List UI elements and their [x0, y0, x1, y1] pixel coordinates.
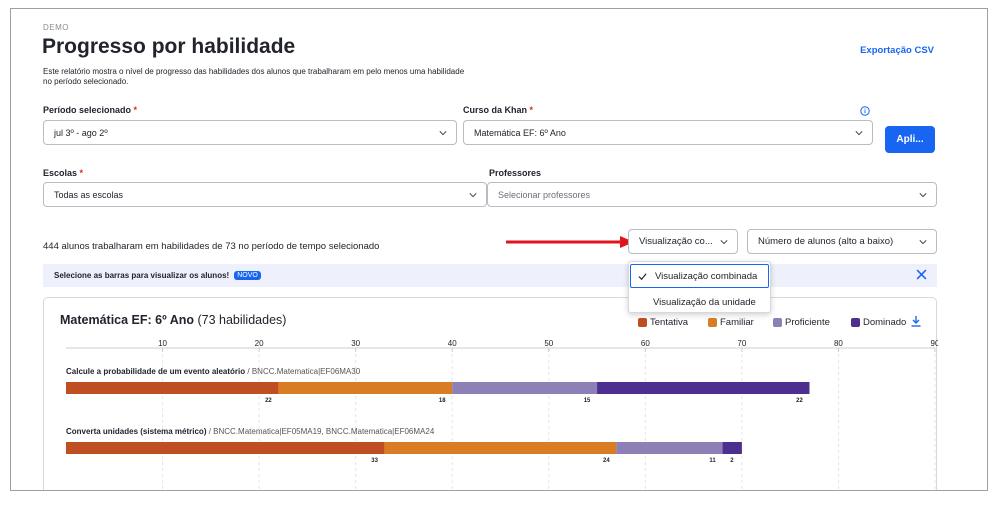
period-label: Período selecionado * [43, 105, 138, 115]
dropdown-option-unit[interactable]: Visualização da unidade [653, 296, 756, 308]
x-tick-label: 20 [255, 339, 264, 348]
teachers-label: Professores [489, 168, 542, 178]
x-tick-label: 90 [931, 339, 938, 348]
bar-segment-tentativa[interactable] [66, 442, 385, 454]
skills-progress-chart: 10 20 30 40 50 60 70 80 90 Calcule a probabilidad… [66, 339, 938, 490]
legend-item-dominado[interactable]: Dominado [851, 317, 906, 328]
bar-value-label: 33 [371, 458, 378, 464]
bar-segment-proficiente[interactable] [616, 442, 723, 454]
close-icon[interactable] [916, 269, 927, 280]
download-icon[interactable] [910, 315, 922, 327]
bar-segment-familiar[interactable] [384, 442, 617, 454]
bar-value-label: 18 [439, 398, 446, 404]
sort-select[interactable]: Número de alunos (alto a baixo) [747, 229, 937, 254]
x-tick-label: 50 [544, 339, 553, 348]
export-csv-link[interactable]: Exportação CSV [860, 45, 934, 56]
chevron-down-icon [919, 193, 927, 198]
summary-text: 444 alunos trabalharam em habilidades de… [43, 241, 380, 252]
info-icon[interactable] [860, 106, 870, 116]
bar-segment-dominado[interactable] [722, 442, 742, 454]
legend-item-familiar[interactable]: Familiar [708, 317, 754, 328]
x-tick-label: 60 [641, 339, 650, 348]
bar-value-label: 24 [603, 458, 610, 464]
apply-button[interactable]: Apli... [885, 126, 935, 153]
x-tick-label: 80 [834, 339, 843, 348]
chevron-down-icon [919, 240, 927, 245]
page-description: Este relatório mostra o nível de progres… [43, 67, 465, 86]
x-tick-label: 30 [351, 339, 360, 348]
red-arrow-annotation [506, 236, 634, 248]
x-tick-label: 70 [737, 339, 746, 348]
bar-segment-familiar[interactable] [278, 382, 453, 394]
legend-swatch [638, 318, 647, 327]
new-badge: NOVO [234, 271, 261, 280]
bar-value-label: 22 [265, 398, 272, 404]
bar-segment-dominado[interactable] [597, 382, 810, 394]
skill-label: Calcule a probabilidade de um evento ale… [66, 367, 361, 376]
course-label: Curso da Khan * [463, 105, 534, 115]
schools-label: Escolas * [43, 168, 84, 178]
chevron-down-icon [469, 193, 477, 198]
course-select[interactable]: Matemática EF: 6º Ano [463, 120, 873, 145]
chevron-down-icon [855, 131, 863, 136]
bar-value-label: 15 [584, 398, 591, 404]
schools-select[interactable]: Todas as escolas [43, 182, 487, 207]
legend-swatch [708, 318, 717, 327]
app-frame: DEMO Progresso por habilidade Este relat… [10, 8, 988, 491]
chart-title: Matemática EF: 6º Ano (73 habilidades) [60, 313, 287, 327]
info-banner: Selecione as barras para visualizar os a… [43, 264, 937, 287]
x-tick-label: 10 [158, 339, 167, 348]
legend-item-proficiente[interactable]: Proficiente [773, 317, 830, 328]
chevron-down-icon [439, 131, 447, 136]
bar-segment-proficiente[interactable] [452, 382, 598, 394]
legend-item-tentativa[interactable]: Tentativa [638, 317, 688, 328]
period-select[interactable]: jul 3º - ago 2º [43, 120, 457, 145]
skill-label: Converta unidades (sistema métrico) / BN… [66, 427, 435, 436]
banner-text: Selecione as barras para visualizar os a… [54, 271, 230, 280]
view-mode-dropdown: Visualização combinada Visualização da u… [628, 261, 771, 313]
bar-segment-tentativa[interactable] [66, 382, 279, 394]
teachers-select[interactable]: Selecionar professores [487, 182, 937, 207]
chevron-down-icon [720, 240, 728, 245]
bar-value-label: 11 [709, 458, 716, 464]
page-title: Progresso por habilidade [42, 35, 296, 58]
bar-value-label: 2 [730, 458, 734, 464]
view-mode-select[interactable]: Visualização co... [628, 229, 738, 254]
dropdown-option-combined[interactable]: Visualização combinada [630, 264, 769, 288]
chart-card: Matemática EF: 6º Ano (73 habilidades) T… [43, 297, 938, 490]
bar-value-label: 22 [796, 398, 803, 404]
legend-swatch [773, 318, 782, 327]
legend-swatch [851, 318, 860, 327]
check-icon [638, 273, 647, 281]
x-tick-label: 40 [448, 339, 457, 348]
demo-label: DEMO [43, 23, 69, 32]
